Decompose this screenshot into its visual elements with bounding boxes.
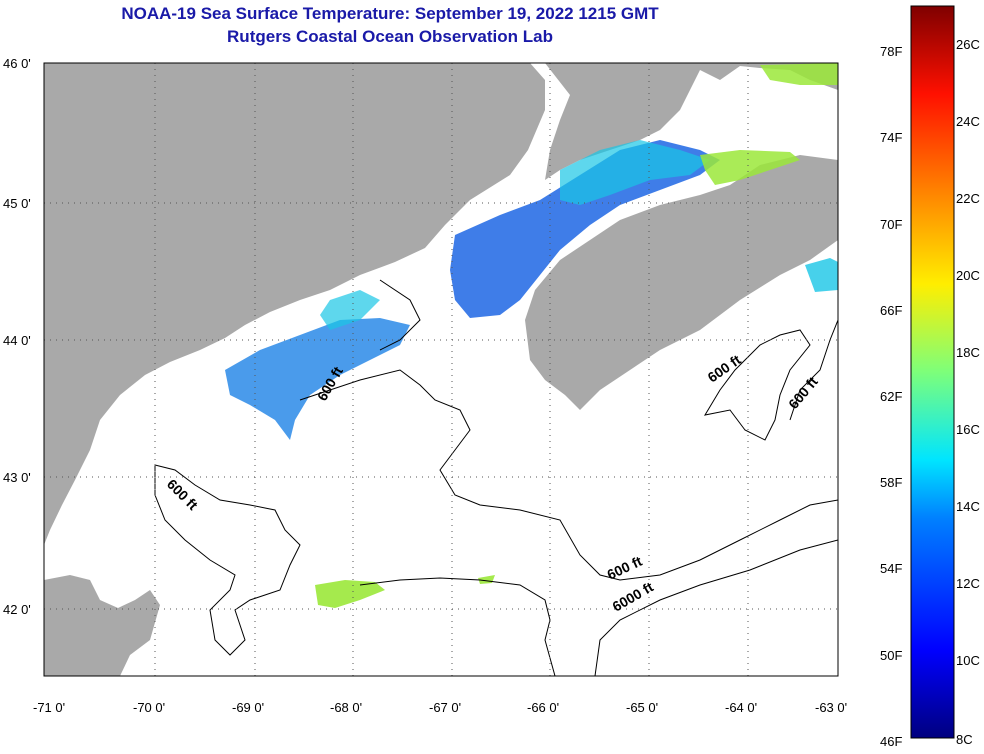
colorbar-c-label: 14C	[956, 499, 980, 514]
colorbar-f-label: 50F	[880, 648, 903, 663]
colorbar-f-label: 78F	[880, 44, 903, 59]
colorbar-c-label: 18C	[956, 345, 980, 360]
lon-label: -66 0'	[527, 700, 559, 715]
isobath-contours	[154, 279, 838, 676]
colorbar-f-label: 62F	[880, 389, 903, 404]
land-nova-scotia	[545, 63, 838, 180]
lat-label: 45 0'	[3, 196, 31, 211]
lat-label: 44 0'	[3, 333, 31, 348]
colorbar-c-label: 10C	[956, 653, 980, 668]
lon-label: -67 0'	[429, 700, 461, 715]
colorbar-c-label: 12C	[956, 576, 980, 591]
sst-patch-teal-fundy	[560, 140, 710, 205]
colorbar-f-label: 58F	[880, 475, 903, 490]
lon-label: -71 0'	[33, 700, 65, 715]
colorbar	[910, 5, 955, 739]
colorbar-f-label: 70F	[880, 217, 903, 232]
sst-patch-east	[805, 258, 838, 292]
sst-patch-bay-of-fundy	[450, 140, 720, 318]
lon-label: -63 0'	[815, 700, 847, 715]
lon-label: -69 0'	[232, 700, 264, 715]
map-frame	[43, 62, 839, 677]
land-cape-cod	[44, 575, 160, 676]
sst-patch-teal-maine	[320, 290, 380, 330]
map-subtitle: Rutgers Coastal Ocean Observation Lab	[227, 27, 553, 46]
colorbar-c-label: 26C	[956, 37, 980, 52]
colorbar-f-label: 74F	[880, 130, 903, 145]
lon-label: -70 0'	[133, 700, 165, 715]
colorbar-f-label: 54F	[880, 561, 903, 576]
graticule	[44, 63, 838, 676]
colorbar-f-label: 66F	[880, 303, 903, 318]
colorbar-c-label: 8C	[956, 732, 973, 747]
sst-patch-green-fundy	[700, 150, 800, 185]
lon-label: -68 0'	[330, 700, 362, 715]
lon-label: -64 0'	[725, 700, 757, 715]
colorbar-c-label: 20C	[956, 268, 980, 283]
lat-label: 46 0'	[3, 56, 31, 71]
sst-patch-maine-shelf	[225, 318, 410, 440]
land-new-england	[44, 63, 545, 545]
land-nova-scotia-peninsula	[525, 155, 838, 410]
colorbar-f-label: 46F	[880, 734, 903, 749]
lat-label: 42 0'	[3, 602, 31, 617]
lon-label: -65 0'	[626, 700, 658, 715]
lat-label: 43 0'	[3, 470, 31, 485]
sst-patch-georges	[315, 580, 385, 608]
colorbar-c-label: 22C	[956, 191, 980, 206]
map-title: NOAA-19 Sea Surface Temperature: Septemb…	[121, 4, 659, 23]
colorbar-c-label: 16C	[956, 422, 980, 437]
colorbar-c-label: 24C	[956, 114, 980, 129]
sst-patch-ne-corner	[760, 63, 838, 85]
